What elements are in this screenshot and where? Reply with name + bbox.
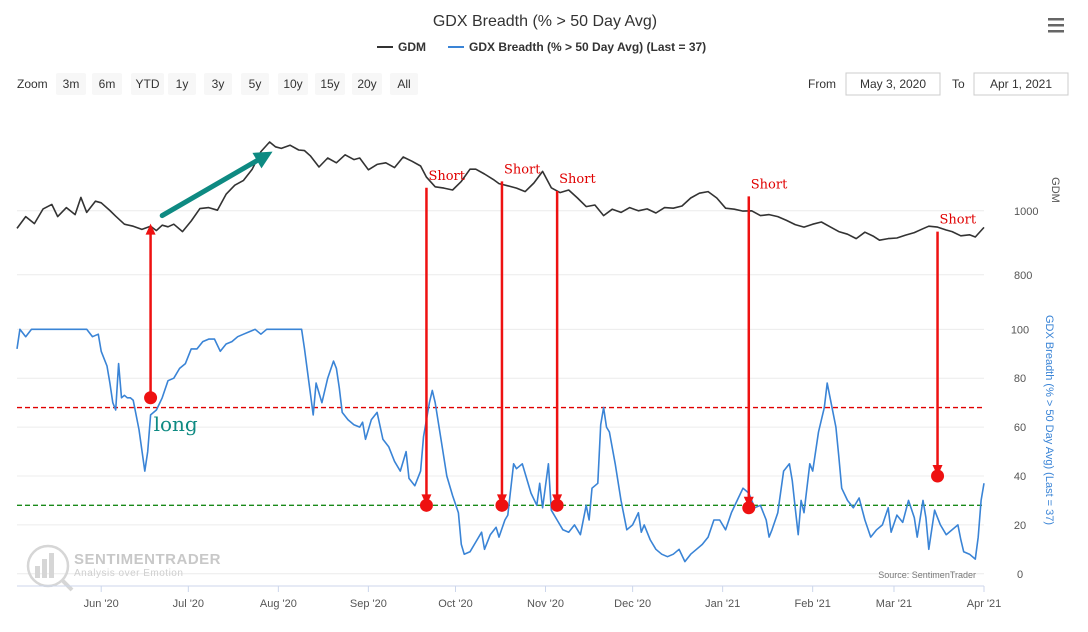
signal-dot (419, 498, 433, 512)
legend-label-gdm: GDM (398, 40, 426, 54)
zoom-button-5y[interactable]: 5y (241, 73, 269, 95)
to-date-value: Apr 1, 2021 (990, 77, 1052, 91)
y-axes: 800 1000 0 20 40 60 80 100 GDM GDX Breadth (% > 5… (1011, 177, 1061, 581)
zoom-buttons: 3m 6m YTD 1y 3y 5y 10y 15y 20y All (56, 73, 418, 95)
y-tick-label-breadth: 80 (1014, 373, 1026, 385)
legend-item-gdm[interactable]: GDM (377, 40, 426, 54)
signal-label: Short (751, 177, 788, 192)
signal-dot (550, 498, 564, 512)
y-tick-label-breadth: 20 (1014, 520, 1026, 532)
source-credit: Source: SentimenTrader (878, 570, 976, 580)
signal-label: Short (504, 162, 541, 177)
watermark-logo-icon (26, 544, 74, 592)
y-tick-label-gdm: 1000 (1014, 206, 1038, 218)
signal-long: long (144, 223, 198, 436)
x-tick-label: Jul '20 (173, 598, 204, 610)
zoom-button-1y[interactable]: 1y (168, 73, 196, 95)
x-tick-label: Jun '20 (84, 598, 119, 610)
signal-label: Short (940, 213, 977, 228)
zoom-label: Zoom (17, 77, 48, 91)
zoom-button-3m[interactable]: 3m (56, 73, 86, 95)
zoom-button-label: 3y (212, 77, 225, 91)
chart-title: GDX Breadth (% > 50 Day Avg) (433, 13, 657, 30)
x-tick-label: Apr '21 (967, 598, 1002, 610)
signal-dot (742, 501, 756, 515)
legend-label-breadth: GDX Breadth (% > 50 Day Avg) (Last = 37) (469, 40, 706, 54)
signal-arrow-head (145, 223, 156, 235)
signal-short: Short (495, 162, 541, 512)
y-tick-label-breadth: 60 (1014, 422, 1026, 434)
zoom-button-all[interactable]: All (390, 73, 418, 95)
watermark-tagline: Analysis over Emotion (74, 568, 183, 579)
zoom-button-label: All (397, 77, 410, 91)
x-tick-label: Feb '21 (794, 598, 830, 610)
zoom-button-10y[interactable]: 10y (278, 73, 308, 95)
zoom-button-label: YTD (136, 77, 160, 91)
x-tick-label: Nov '20 (527, 598, 564, 610)
zoom-button-label: 10y (283, 77, 302, 91)
signal-label: Short (559, 172, 596, 187)
x-axis: Jun '20 Jul '20 Aug '20 Sep '20 Oct '20 Nov '… (17, 585, 1002, 610)
watermark: SENTIMENTRADER Analysis over Emotion (26, 544, 221, 592)
signal-short: Short (419, 169, 466, 512)
legend-item-breadth[interactable]: GDX Breadth (% > 50 Day Avg) (Last = 37) (448, 40, 706, 54)
to-label: To (952, 77, 965, 91)
annotations: long Short Short Short Short Short (144, 151, 977, 515)
zoom-button-6m[interactable]: 6m (92, 73, 122, 95)
zoom-button-label: 6m (99, 77, 116, 91)
zoom-button-label: 1y (176, 77, 189, 91)
series-line-gdm (16, 141, 985, 241)
y-axis-title-breadth: GDX Breadth (% > 50 Day Avg) (Last = 37) (1043, 315, 1055, 525)
from-date-value: May 3, 2020 (860, 77, 926, 91)
signal-dot (931, 469, 945, 483)
zoom-button-label: 5y (249, 77, 262, 91)
from-label: From (808, 77, 836, 91)
legend: GDM GDX Breadth (% > 50 Day Avg) (Last =… (377, 40, 706, 54)
zoom-button-20y[interactable]: 20y (352, 73, 382, 95)
x-tick-label: Mar '21 (876, 598, 912, 610)
y-tick-label-breadth: 100 (1011, 324, 1029, 336)
zoom-button-15y[interactable]: 15y (315, 73, 345, 95)
to-date-input[interactable]: Apr 1, 2021 (973, 72, 1069, 96)
watermark-name: SENTIMENTRADER (74, 551, 221, 568)
x-tick-label: Jan '21 (705, 598, 740, 610)
signal-label: long (154, 412, 198, 436)
x-tick-label: Aug '20 (260, 598, 297, 610)
x-tick-label: Dec '20 (614, 598, 651, 610)
signal-dot (495, 498, 509, 512)
x-tick-label: Oct '20 (438, 598, 473, 610)
y-tick-label-breadth: 0 (1017, 569, 1023, 581)
hamburger-menu-icon[interactable] (1043, 14, 1071, 38)
y-tick-label-gdm: 800 (1014, 270, 1032, 282)
y-axis-title-gdm: GDM (1049, 177, 1061, 203)
zoom-button-label: 3m (63, 77, 80, 91)
zoom-button-3y[interactable]: 3y (204, 73, 232, 95)
zoom-button-ytd[interactable]: YTD (131, 73, 164, 95)
signal-dot (144, 391, 158, 405)
signal-short: Short (742, 177, 788, 515)
y-tick-label-breadth: 40 (1014, 471, 1026, 483)
trend-arrow (159, 151, 273, 219)
zoom-button-label: 20y (357, 77, 376, 91)
series-line-breadth (16, 328, 985, 563)
series (16, 141, 985, 563)
signal-short: Short (550, 172, 596, 512)
from-date-input[interactable]: May 3, 2020 (845, 72, 941, 96)
zoom-button-label: 15y (320, 77, 339, 91)
signal-label: Short (428, 169, 465, 184)
gridlines (17, 210, 984, 575)
x-tick-label: Sep '20 (350, 598, 387, 610)
signal-short: Short (931, 213, 977, 483)
